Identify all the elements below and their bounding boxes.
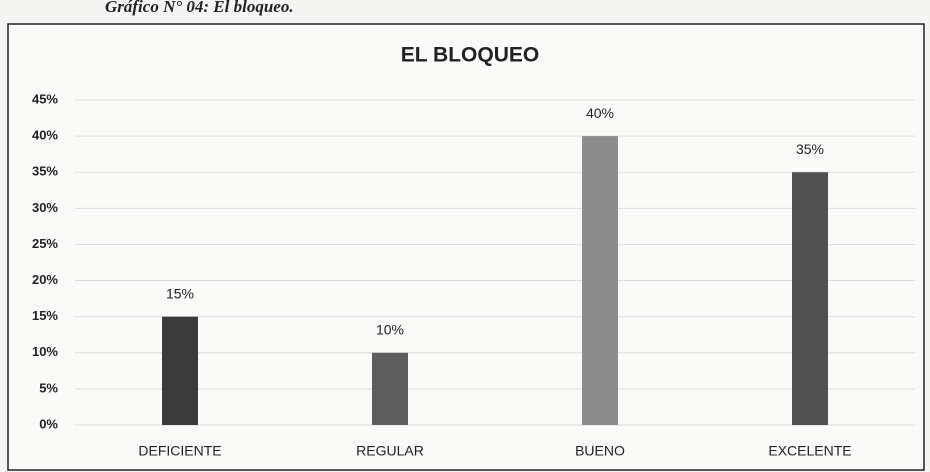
- data-label: 10%: [376, 321, 404, 337]
- data-label: 15%: [166, 285, 194, 301]
- y-tick-label: 45%: [32, 91, 58, 106]
- y-tick-label: 20%: [32, 272, 58, 287]
- caption: Gráfico N° 04: El bloqueo.: [105, 0, 294, 16]
- chart-frame: [7, 23, 925, 471]
- y-tick-label: 30%: [32, 200, 58, 215]
- y-tick-label: 5%: [39, 380, 58, 395]
- data-label: 40%: [586, 105, 614, 121]
- bar: [792, 172, 828, 425]
- y-tick-label: 40%: [32, 128, 58, 143]
- y-tick-label: 0%: [39, 416, 58, 431]
- y-tick-label: 10%: [32, 344, 58, 359]
- y-tick-label: 15%: [32, 308, 58, 323]
- y-tick-label: 25%: [32, 236, 58, 251]
- y-tick-label: 35%: [32, 164, 58, 179]
- x-tick-label: EXCELENTE: [768, 443, 851, 459]
- bar: [582, 136, 618, 425]
- data-label: 35%: [796, 141, 824, 157]
- bar: [162, 316, 198, 425]
- x-tick-label: DEFICIENTE: [138, 443, 221, 459]
- x-tick-label: BUENO: [575, 443, 625, 459]
- x-tick-label: REGULAR: [356, 443, 424, 459]
- bar: [372, 352, 408, 425]
- chart-title: EL BLOQUEO: [401, 44, 539, 67]
